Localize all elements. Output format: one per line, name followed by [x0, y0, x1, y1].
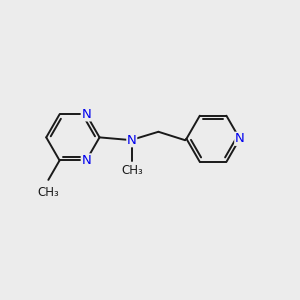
Text: N: N [81, 154, 91, 167]
Text: N: N [127, 134, 136, 147]
Text: CH₃: CH₃ [38, 186, 59, 199]
Text: CH₃: CH₃ [121, 164, 142, 177]
Text: N: N [235, 132, 244, 145]
Text: N: N [81, 108, 91, 121]
